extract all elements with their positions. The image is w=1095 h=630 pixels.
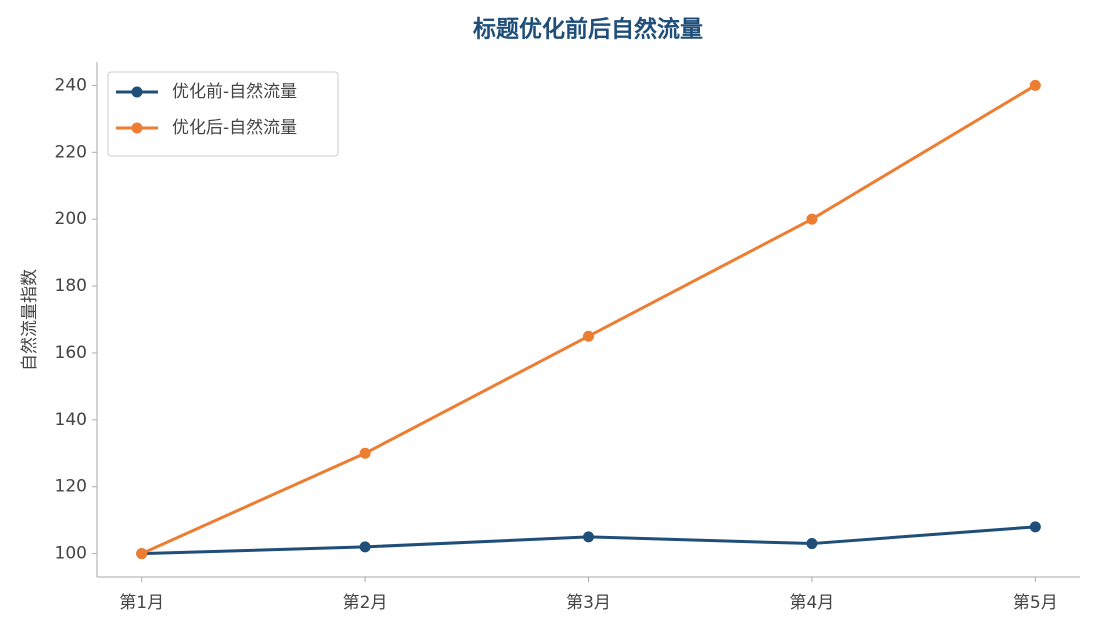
point [1029, 79, 1041, 91]
x-tick-label: 第5月 [1013, 593, 1058, 613]
point [806, 538, 818, 550]
x-tick-label: 第2月 [343, 593, 388, 613]
chart-title: 标题优化前后自然流量 [473, 16, 703, 43]
y-tick-label: 160 [55, 343, 87, 363]
point [806, 213, 818, 225]
point [1029, 521, 1041, 533]
y-axis-label: 自然流量指数 [20, 269, 40, 371]
y-tick-label: 220 [55, 142, 87, 162]
point [583, 531, 594, 543]
x-tick-label: 第3月 [566, 593, 611, 613]
legend-box [107, 71, 339, 157]
point [359, 541, 371, 553]
y-tick-label: 180 [55, 276, 87, 296]
y-tick-label: 240 [55, 75, 87, 95]
y-tick-label: 200 [55, 209, 87, 229]
legend-marker [131, 122, 143, 134]
legend-marker [131, 86, 143, 98]
point [359, 447, 371, 459]
legend-label: 优化前-自然流量 [172, 82, 297, 102]
y-tick-label: 100 [55, 544, 87, 564]
x-tick-label: 第4月 [789, 593, 834, 613]
point [136, 548, 148, 560]
y-tick-label: 120 [55, 477, 87, 497]
x-tick-label: 第1月 [119, 593, 164, 613]
point [583, 330, 594, 342]
legend-label: 优化后-自然流量 [172, 118, 297, 138]
y-tick-label: 140 [55, 410, 87, 430]
